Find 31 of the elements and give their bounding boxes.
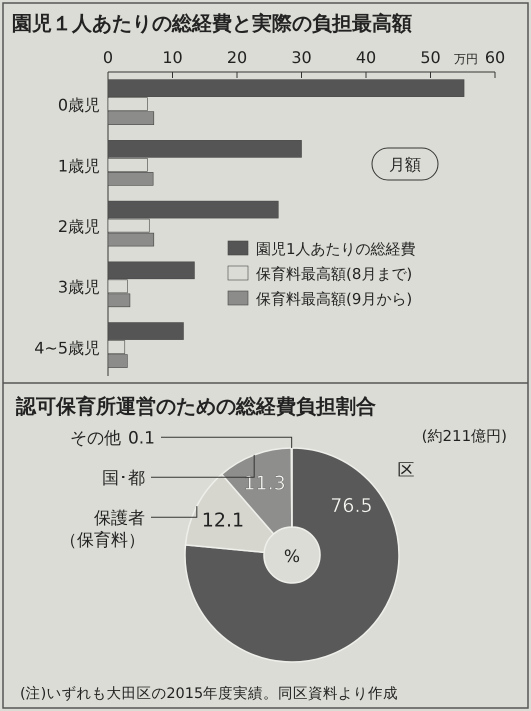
legend-label: 保育料最高額(9月から): [256, 290, 412, 308]
x-tick-label: 50: [420, 48, 441, 67]
text: (注)いずれも大田区の2015年度実績。同区資料より作成: [20, 685, 398, 702]
y-tick-label: 2歳児: [58, 217, 100, 236]
y-tick-label: 1歳児: [58, 156, 100, 176]
x-tick-label: 30: [291, 48, 312, 67]
data-label: 12.1: [202, 510, 244, 532]
text: (約211億円): [422, 427, 507, 445]
slice-label: 保護者（保育料）: [60, 508, 145, 550]
data-label: 11.3: [243, 472, 286, 494]
data-label: 0.1: [128, 428, 155, 448]
x-tick-label: 20: [226, 48, 248, 67]
chart-title: 園児１人あたりの総経費と実際の負担最高額: [12, 11, 412, 35]
slice-label: その他: [70, 428, 121, 448]
text: %: [284, 547, 300, 567]
y-tick-label: 3歳児: [58, 278, 100, 297]
x-axis-title: 万円: [454, 52, 478, 66]
slice-label: 区: [397, 460, 414, 480]
x-tick-label: 40: [356, 48, 376, 67]
y-tick-label: 4~5歳児: [34, 338, 100, 358]
x-tick-label: 0: [102, 48, 114, 67]
legend-label: 園児1人あたりの総経費: [256, 240, 416, 258]
donut-slice: [184, 447, 400, 663]
data-label: 76.5: [330, 495, 373, 518]
x-tick-label: 60: [484, 48, 506, 67]
annotation: 月額: [389, 155, 421, 174]
y-tick-label: 0歳児: [58, 96, 100, 115]
chart-title: 認可保育所運営のための総経費負担割合: [15, 394, 376, 418]
x-tick-label: 10: [162, 48, 183, 67]
slice-label: 国･都: [102, 468, 145, 488]
legend-label: 保育料最高額(8月まで): [256, 265, 412, 283]
